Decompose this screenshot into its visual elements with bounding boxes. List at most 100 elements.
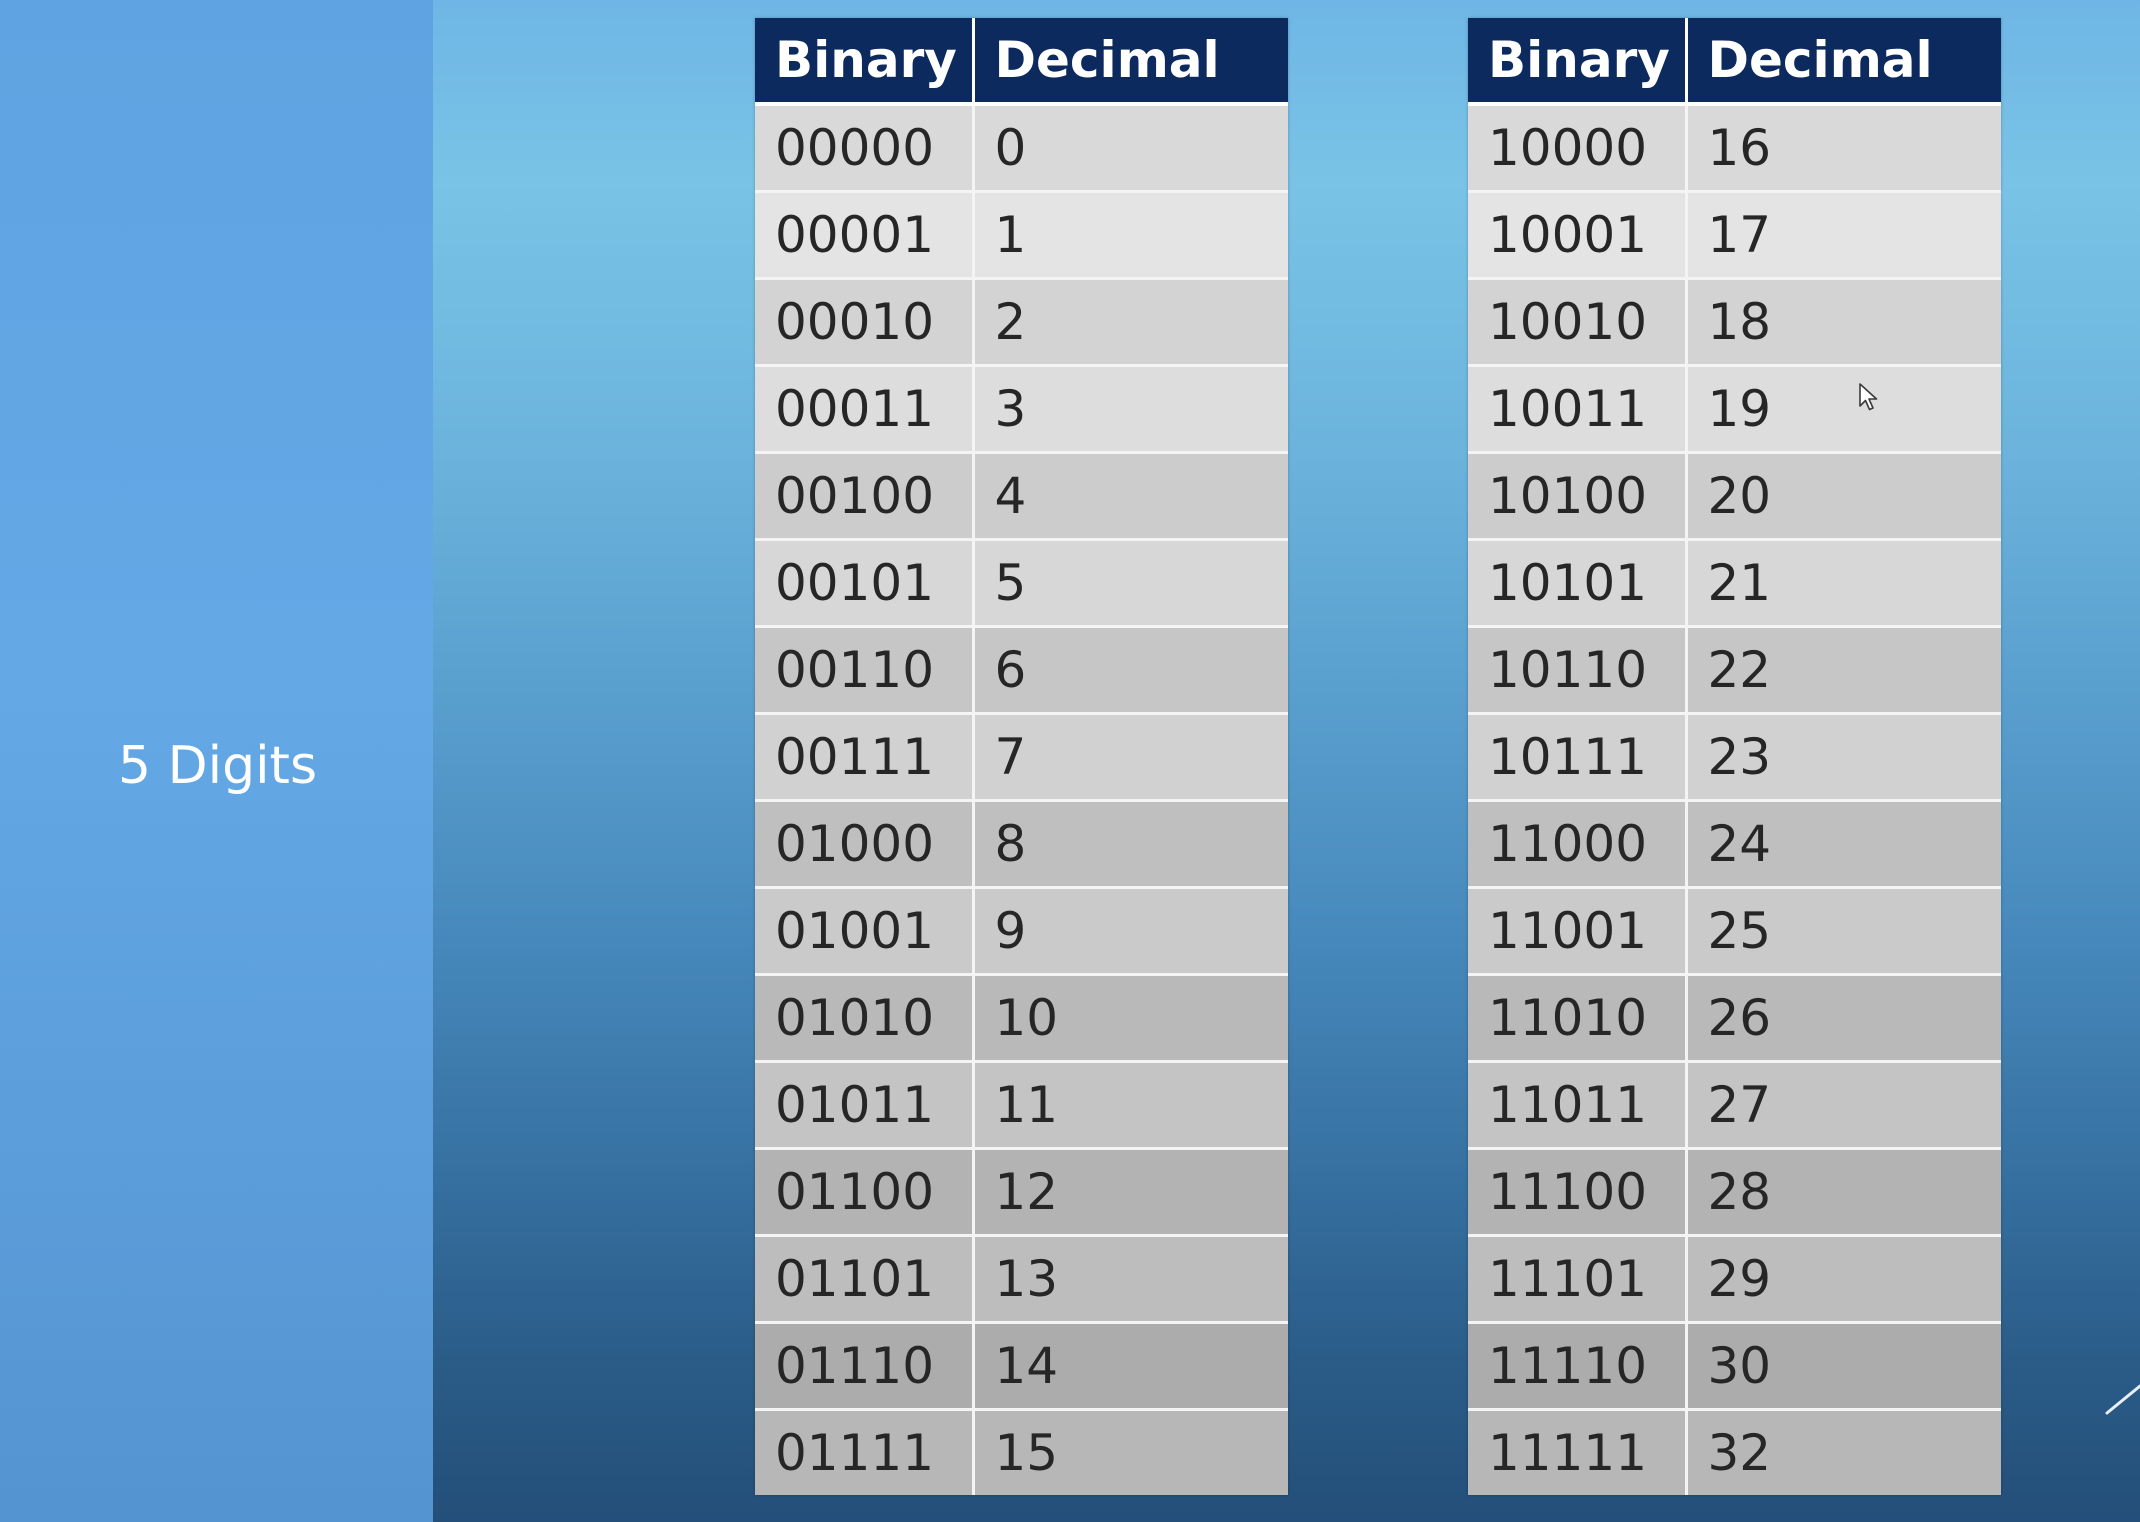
decimal-cell: 32 (1686, 1408, 2001, 1495)
decimal-cell: 5 (973, 538, 1288, 627)
table-row: 10101 21 (1468, 538, 2001, 627)
column-header-decimal: Decimal (1686, 18, 2001, 106)
table-row: 01111 15 (755, 1408, 1288, 1495)
binary-table-right: Binary Decimal 10000 16 10001 17 10010 18 1001… (1468, 18, 2001, 1495)
decimal-cell: 1 (973, 190, 1288, 279)
table-row: 00111 7 (755, 712, 1288, 801)
decimal-cell: 9 (973, 886, 1288, 975)
binary-cell: 01000 (755, 799, 975, 888)
binary-cell: 00010 (755, 277, 975, 366)
table-body: 10000 16 10001 17 10010 18 10011 19 10100 20 10101… (1468, 102, 2001, 1495)
decimal-cell: 13 (973, 1234, 1288, 1323)
decimal-cell: 14 (973, 1321, 1288, 1410)
table-row: 10111 23 (1468, 712, 2001, 801)
table-row: 00000 0 (755, 102, 1288, 192)
table-row: 01100 12 (755, 1147, 1288, 1236)
slide-title: 5 Digits (118, 736, 318, 796)
table-row: 11011 27 (1468, 1060, 2001, 1149)
table-row: 10001 17 (1468, 190, 2001, 279)
decimal-cell: 12 (973, 1147, 1288, 1236)
column-header-binary: Binary (1468, 18, 1688, 106)
binary-cell: 00100 (755, 451, 975, 540)
table-row: 01000 8 (755, 799, 1288, 888)
decimal-cell: 27 (1686, 1060, 2001, 1149)
table-row: 11001 25 (1468, 886, 2001, 975)
table-header-row: Binary Decimal (1468, 18, 2001, 106)
binary-cell: 01111 (755, 1408, 975, 1495)
decimal-cell: 24 (1686, 799, 2001, 888)
decimal-cell: 19 (1686, 364, 2001, 453)
decimal-cell: 21 (1686, 538, 2001, 627)
table-row: 00011 3 (755, 364, 1288, 453)
table-row: 11000 24 (1468, 799, 2001, 888)
binary-cell: 10101 (1468, 538, 1688, 627)
decimal-cell: 18 (1686, 277, 2001, 366)
binary-cell: 11110 (1468, 1321, 1688, 1410)
decimal-cell: 0 (973, 102, 1288, 192)
binary-cell: 11010 (1468, 973, 1688, 1062)
decimal-cell: 17 (1686, 190, 2001, 279)
binary-cell: 10001 (1468, 190, 1688, 279)
mouse-pointer-icon (1859, 383, 1878, 411)
binary-cell: 10111 (1468, 712, 1688, 801)
column-header-binary: Binary (755, 18, 975, 106)
table-row: 11101 29 (1468, 1234, 2001, 1323)
binary-cell: 00101 (755, 538, 975, 627)
decimal-cell: 11 (973, 1060, 1288, 1149)
table-row: 11100 28 (1468, 1147, 2001, 1236)
binary-cell: 10000 (1468, 102, 1688, 192)
decimal-cell: 6 (973, 625, 1288, 714)
binary-table-left: Binary Decimal 00000 0 00001 1 00010 2 00011 3 0… (755, 18, 1288, 1495)
left-panel (0, 0, 433, 1522)
table-row: 00001 1 (755, 190, 1288, 279)
binary-cell: 01101 (755, 1234, 975, 1323)
binary-cell: 01100 (755, 1147, 975, 1236)
binary-cell: 11111 (1468, 1408, 1688, 1495)
table-body: 00000 0 00001 1 00010 2 00011 3 00100 4 00101 5 0011… (755, 102, 1288, 1495)
column-header-decimal: Decimal (973, 18, 1288, 106)
table-row: 11111 32 (1468, 1408, 2001, 1495)
binary-cell: 00110 (755, 625, 975, 714)
decimal-cell: 25 (1686, 886, 2001, 975)
table-row: 01001 9 (755, 886, 1288, 975)
table-row: 10000 16 (1468, 102, 2001, 192)
decimal-cell: 23 (1686, 712, 2001, 801)
decimal-cell: 10 (973, 973, 1288, 1062)
decimal-cell: 3 (973, 364, 1288, 453)
decimal-cell: 7 (973, 712, 1288, 801)
table-row: 01011 11 (755, 1060, 1288, 1149)
binary-cell: 11001 (1468, 886, 1688, 975)
decimal-cell: 2 (973, 277, 1288, 366)
pen-stroke-mark (2105, 1384, 2140, 1415)
binary-cell: 00111 (755, 712, 975, 801)
binary-cell: 11100 (1468, 1147, 1688, 1236)
table-row: 00110 6 (755, 625, 1288, 714)
table-row: 01010 10 (755, 973, 1288, 1062)
table-row: 01110 14 (755, 1321, 1288, 1410)
table-row: 10100 20 (1468, 451, 2001, 540)
decimal-cell: 26 (1686, 973, 2001, 1062)
table-row: 10110 22 (1468, 625, 2001, 714)
binary-cell: 00000 (755, 102, 975, 192)
binary-cell: 01110 (755, 1321, 975, 1410)
table-row: 01101 13 (755, 1234, 1288, 1323)
binary-cell: 10100 (1468, 451, 1688, 540)
binary-cell: 10011 (1468, 364, 1688, 453)
binary-cell: 11101 (1468, 1234, 1688, 1323)
table-row: 00010 2 (755, 277, 1288, 366)
decimal-cell: 8 (973, 799, 1288, 888)
decimal-cell: 16 (1686, 102, 2001, 192)
table-row: 00100 4 (755, 451, 1288, 540)
binary-cell: 00001 (755, 190, 975, 279)
binary-cell: 01010 (755, 973, 975, 1062)
table-row: 00101 5 (755, 538, 1288, 627)
table-row: 10010 18 (1468, 277, 2001, 366)
decimal-cell: 22 (1686, 625, 2001, 714)
binary-cell: 10110 (1468, 625, 1688, 714)
table-row: 10011 19 (1468, 364, 2001, 453)
decimal-cell: 28 (1686, 1147, 2001, 1236)
binary-cell: 11000 (1468, 799, 1688, 888)
decimal-cell: 29 (1686, 1234, 2001, 1323)
table-row: 11010 26 (1468, 973, 2001, 1062)
table-header-row: Binary Decimal (755, 18, 1288, 106)
